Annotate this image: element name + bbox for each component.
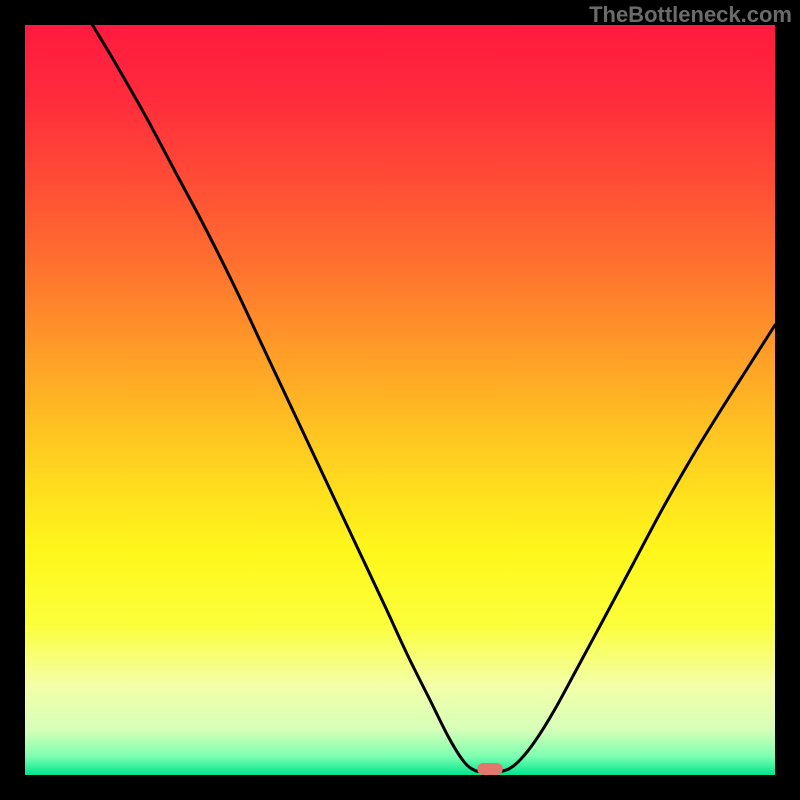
marker-svg	[25, 25, 775, 775]
watermark-text: TheBottleneck.com	[589, 2, 792, 28]
chart-container: TheBottleneck.com	[0, 0, 800, 800]
optimal-marker	[477, 763, 503, 775]
plot-area	[25, 25, 775, 775]
